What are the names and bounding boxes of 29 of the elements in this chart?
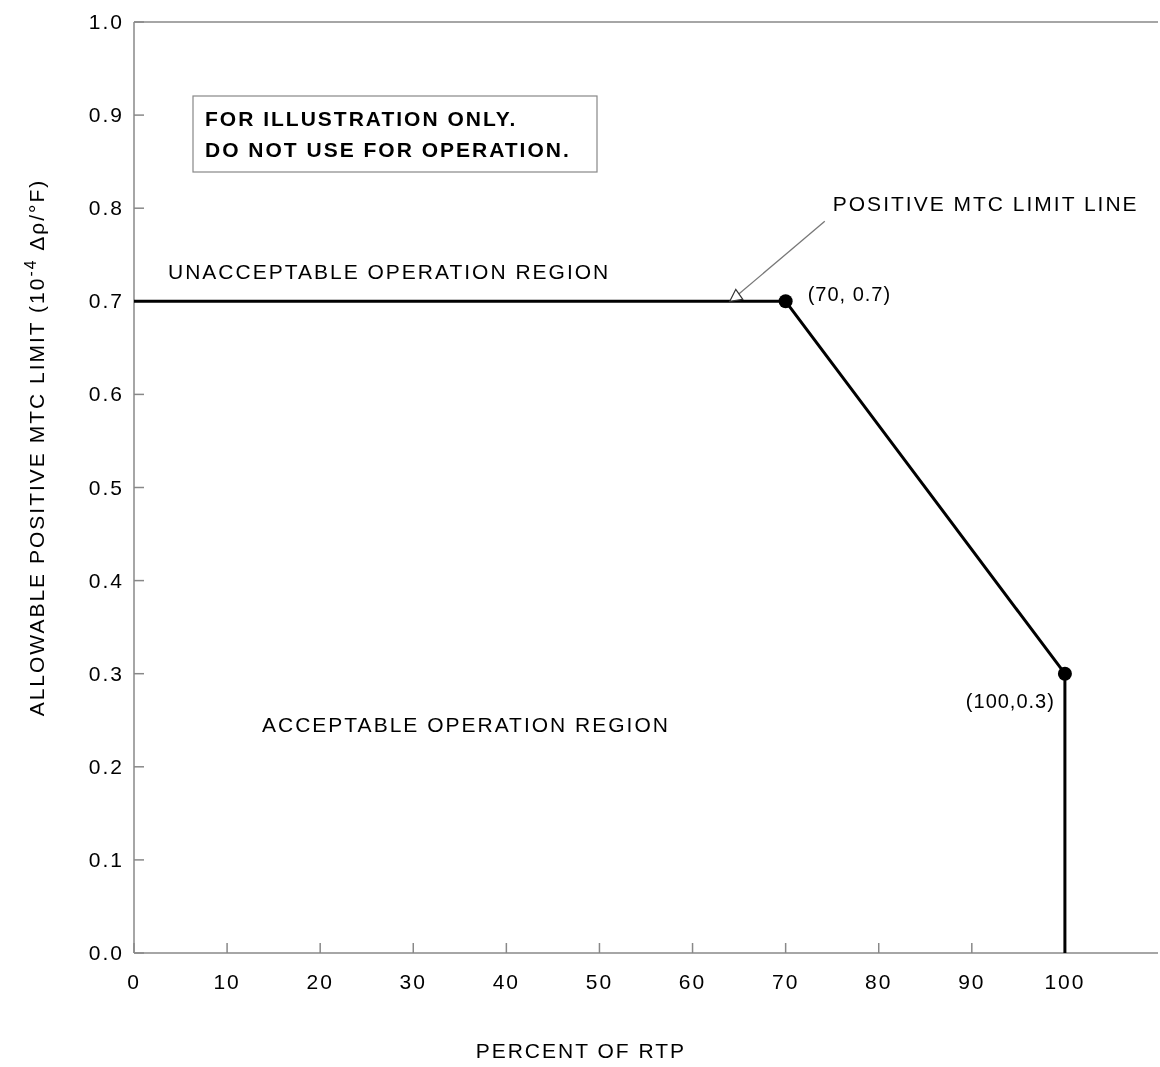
x-tick-label: 60 [678,970,707,993]
annotation: UNACCEPTABLE OPERATION REGION [168,260,611,283]
x-tick-label: 100 [1044,970,1086,993]
annotation: ACCEPTABLE OPERATION REGION [262,713,670,736]
y-tick-label: 0.4 [88,568,124,592]
x-tick-label: 80 [865,970,893,993]
y-tick-label: 0.1 [88,847,124,871]
x-tick-label: 50 [585,970,614,993]
y-tick-label: 0.5 [88,475,124,499]
annotation: FOR ILLUSTRATION ONLY. DO NOT USE FOR OPERATION. [205,107,571,161]
annotation: (70, 0.7) [807,283,892,306]
y-tick-label: 0.3 [88,661,124,685]
y-tick-label: 0.8 [88,196,124,220]
y-tick-label: 1.0 [88,10,124,33]
y-tick-label: 0.0 [88,941,124,964]
x-tick-label: 40 [492,970,521,993]
x-tick-label: 20 [306,970,334,993]
x-tick-label: 0 [127,970,141,993]
y-tick-label: 0.2 [88,754,124,778]
x-tick-label: 10 [213,970,241,993]
x-tick-label: 90 [958,970,986,993]
annotation: POSITIVE MTC LIMIT LINE [832,192,1139,216]
x-tick-label: 70 [771,970,800,993]
y-tick-label: 0.7 [88,289,124,313]
annotation: (100,0.3) [965,689,1055,712]
x-axis-title: PERCENT OF RTP [475,1039,687,1062]
y-tick-label: 0.6 [88,382,124,406]
x-tick-label: 30 [399,970,427,993]
y-tick-label: 0.9 [88,103,124,127]
